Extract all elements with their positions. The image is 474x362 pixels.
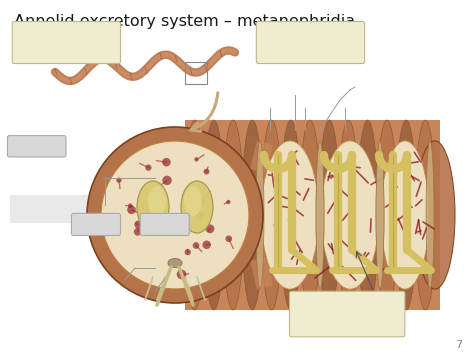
Circle shape: [145, 164, 152, 171]
Circle shape: [145, 214, 151, 220]
FancyBboxPatch shape: [12, 21, 120, 64]
Ellipse shape: [261, 120, 282, 310]
Ellipse shape: [316, 141, 324, 289]
Ellipse shape: [261, 141, 319, 289]
Circle shape: [202, 240, 211, 249]
Bar: [10, 195, 135, 223]
Ellipse shape: [181, 181, 213, 233]
Ellipse shape: [426, 141, 434, 289]
Circle shape: [101, 141, 249, 289]
Ellipse shape: [280, 120, 301, 310]
Ellipse shape: [376, 141, 384, 289]
Ellipse shape: [415, 141, 455, 289]
Circle shape: [134, 228, 142, 236]
FancyBboxPatch shape: [140, 213, 189, 236]
Circle shape: [128, 203, 133, 208]
Circle shape: [127, 205, 136, 214]
Ellipse shape: [321, 141, 379, 289]
Ellipse shape: [415, 120, 436, 310]
Ellipse shape: [242, 120, 263, 310]
FancyBboxPatch shape: [290, 291, 405, 337]
Ellipse shape: [376, 120, 398, 310]
Ellipse shape: [184, 120, 205, 310]
Circle shape: [162, 176, 172, 185]
Ellipse shape: [300, 120, 320, 310]
Ellipse shape: [338, 120, 359, 310]
Ellipse shape: [319, 120, 340, 310]
Circle shape: [187, 193, 192, 199]
Circle shape: [185, 249, 191, 255]
Circle shape: [226, 200, 230, 204]
Circle shape: [226, 235, 232, 242]
Circle shape: [198, 197, 205, 204]
Ellipse shape: [168, 258, 182, 268]
Ellipse shape: [396, 120, 417, 310]
Ellipse shape: [222, 120, 244, 310]
Circle shape: [177, 270, 186, 279]
Circle shape: [87, 127, 263, 303]
FancyBboxPatch shape: [256, 21, 365, 64]
Bar: [185, 62, 207, 84]
Ellipse shape: [357, 120, 378, 310]
Circle shape: [134, 220, 142, 228]
Ellipse shape: [381, 141, 429, 289]
Text: Annelid excretory system – metanephridia: Annelid excretory system – metanephridia: [14, 14, 355, 29]
Circle shape: [193, 242, 200, 249]
Circle shape: [196, 211, 204, 219]
Ellipse shape: [256, 141, 264, 289]
Circle shape: [116, 177, 122, 183]
Ellipse shape: [137, 181, 169, 233]
Circle shape: [194, 157, 199, 161]
Circle shape: [206, 224, 214, 233]
Bar: [140, 148, 240, 176]
Bar: [185, 120, 440, 310]
Ellipse shape: [376, 141, 384, 289]
FancyBboxPatch shape: [72, 213, 120, 236]
Text: 7: 7: [455, 340, 462, 350]
Circle shape: [203, 169, 210, 174]
Ellipse shape: [316, 141, 324, 289]
Circle shape: [162, 158, 171, 167]
Ellipse shape: [148, 186, 166, 216]
FancyBboxPatch shape: [8, 135, 66, 157]
Circle shape: [110, 219, 118, 227]
Ellipse shape: [203, 120, 224, 310]
Ellipse shape: [184, 186, 202, 216]
